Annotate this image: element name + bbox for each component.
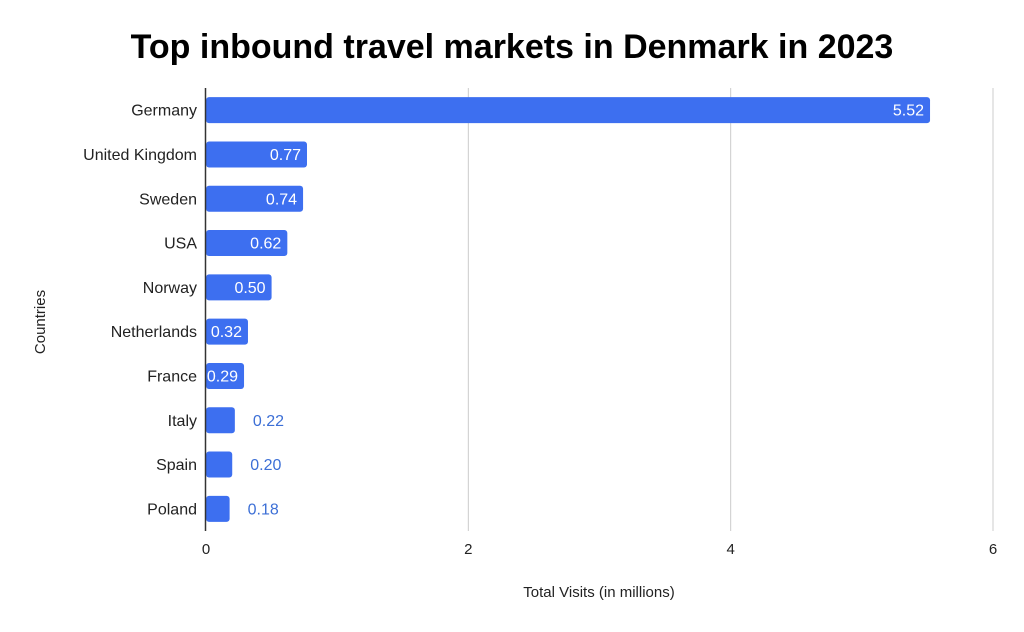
data-label: 0.50 (234, 280, 265, 297)
category-label: Germany (131, 103, 197, 120)
data-label: 0.29 (207, 368, 238, 385)
data-label: 0.74 (266, 191, 297, 208)
bar (206, 362, 245, 389)
category-label: Norway (143, 280, 197, 297)
bar (206, 274, 272, 301)
chart-title: Top inbound travel markets in Denmark in… (131, 28, 894, 66)
x-tick-label: 0 (202, 541, 210, 558)
x-tick-label: 2 (464, 541, 472, 558)
value-labels: 5.52 0.77 0.74 0.62 0.50 0.32 0.29 0.22 0.20 0.18 (207, 103, 924, 519)
bars (206, 97, 931, 522)
x-axis-title: Total Visits (in millions) (523, 584, 674, 601)
bar (206, 451, 233, 478)
data-label: 0.62 (250, 236, 281, 253)
bar (206, 495, 230, 522)
category-label: France (147, 368, 197, 385)
category-label: Poland (147, 501, 197, 518)
data-label: 0.22 (253, 413, 284, 430)
category-label: Netherlands (111, 324, 197, 341)
gridlines (467, 88, 994, 531)
bar (206, 230, 288, 257)
category-label: United Kingdom (83, 147, 197, 164)
bar (206, 407, 235, 434)
x-tick-label: 6 (989, 541, 997, 558)
bar (206, 318, 248, 345)
category-label: Spain (156, 457, 197, 474)
bar (206, 185, 304, 212)
x-tick-labels: 0 2 4 6 (202, 541, 997, 558)
bar (206, 141, 307, 168)
data-label: 0.77 (270, 147, 301, 164)
data-label: 0.18 (248, 501, 279, 518)
data-label: 0.20 (250, 457, 281, 474)
category-label: Italy (168, 413, 197, 430)
category-labels: Germany United Kingdom Sweden USA Norway Neth… (83, 103, 197, 519)
category-label: USA (164, 236, 197, 253)
category-label: Sweden (139, 191, 197, 208)
data-label: 5.52 (893, 103, 924, 120)
data-label: 0.32 (211, 324, 242, 341)
x-tick-label: 4 (726, 541, 734, 558)
bar (206, 97, 931, 124)
y-axis-title: Countries (32, 290, 49, 354)
